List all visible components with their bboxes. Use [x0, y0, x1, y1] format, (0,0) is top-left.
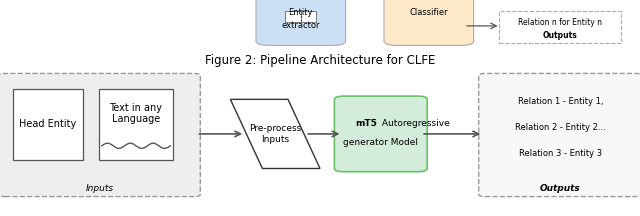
FancyBboxPatch shape: [256, 0, 346, 45]
Text: Autoregressive: Autoregressive: [379, 119, 450, 128]
FancyBboxPatch shape: [0, 73, 200, 197]
FancyBboxPatch shape: [301, 11, 316, 22]
Text: Entity: Entity: [289, 8, 313, 17]
FancyBboxPatch shape: [285, 11, 301, 22]
Text: generator Model: generator Model: [343, 138, 419, 147]
Text: Pre-process
Inputs: Pre-process Inputs: [249, 124, 301, 144]
FancyBboxPatch shape: [499, 11, 621, 43]
Text: Text in any
Language: Text in any Language: [109, 103, 163, 124]
Text: Relation 2 - Entity 2...: Relation 2 - Entity 2...: [515, 123, 605, 132]
FancyBboxPatch shape: [334, 96, 428, 172]
Text: Relation 3 - Entity 3: Relation 3 - Entity 3: [519, 149, 602, 158]
Text: Inputs: Inputs: [86, 184, 113, 193]
Text: Figure 2: Pipeline Architecture for CLFE: Figure 2: Pipeline Architecture for CLFE: [205, 54, 435, 67]
FancyBboxPatch shape: [99, 89, 173, 160]
Text: :: :: [300, 13, 303, 23]
FancyBboxPatch shape: [479, 73, 640, 197]
FancyBboxPatch shape: [384, 0, 474, 45]
Text: Head Entity: Head Entity: [19, 119, 77, 129]
Text: Classifier: Classifier: [410, 8, 448, 17]
Polygon shape: [230, 99, 320, 168]
Text: extractor: extractor: [282, 21, 320, 30]
Text: Outputs: Outputs: [543, 31, 577, 40]
Text: Outputs: Outputs: [540, 184, 580, 193]
Text: Relation 1 - Entity 1,: Relation 1 - Entity 1,: [518, 97, 603, 106]
FancyBboxPatch shape: [13, 89, 83, 160]
Text: Relation n for Entity n: Relation n for Entity n: [518, 18, 602, 27]
Text: mT5: mT5: [356, 119, 378, 128]
